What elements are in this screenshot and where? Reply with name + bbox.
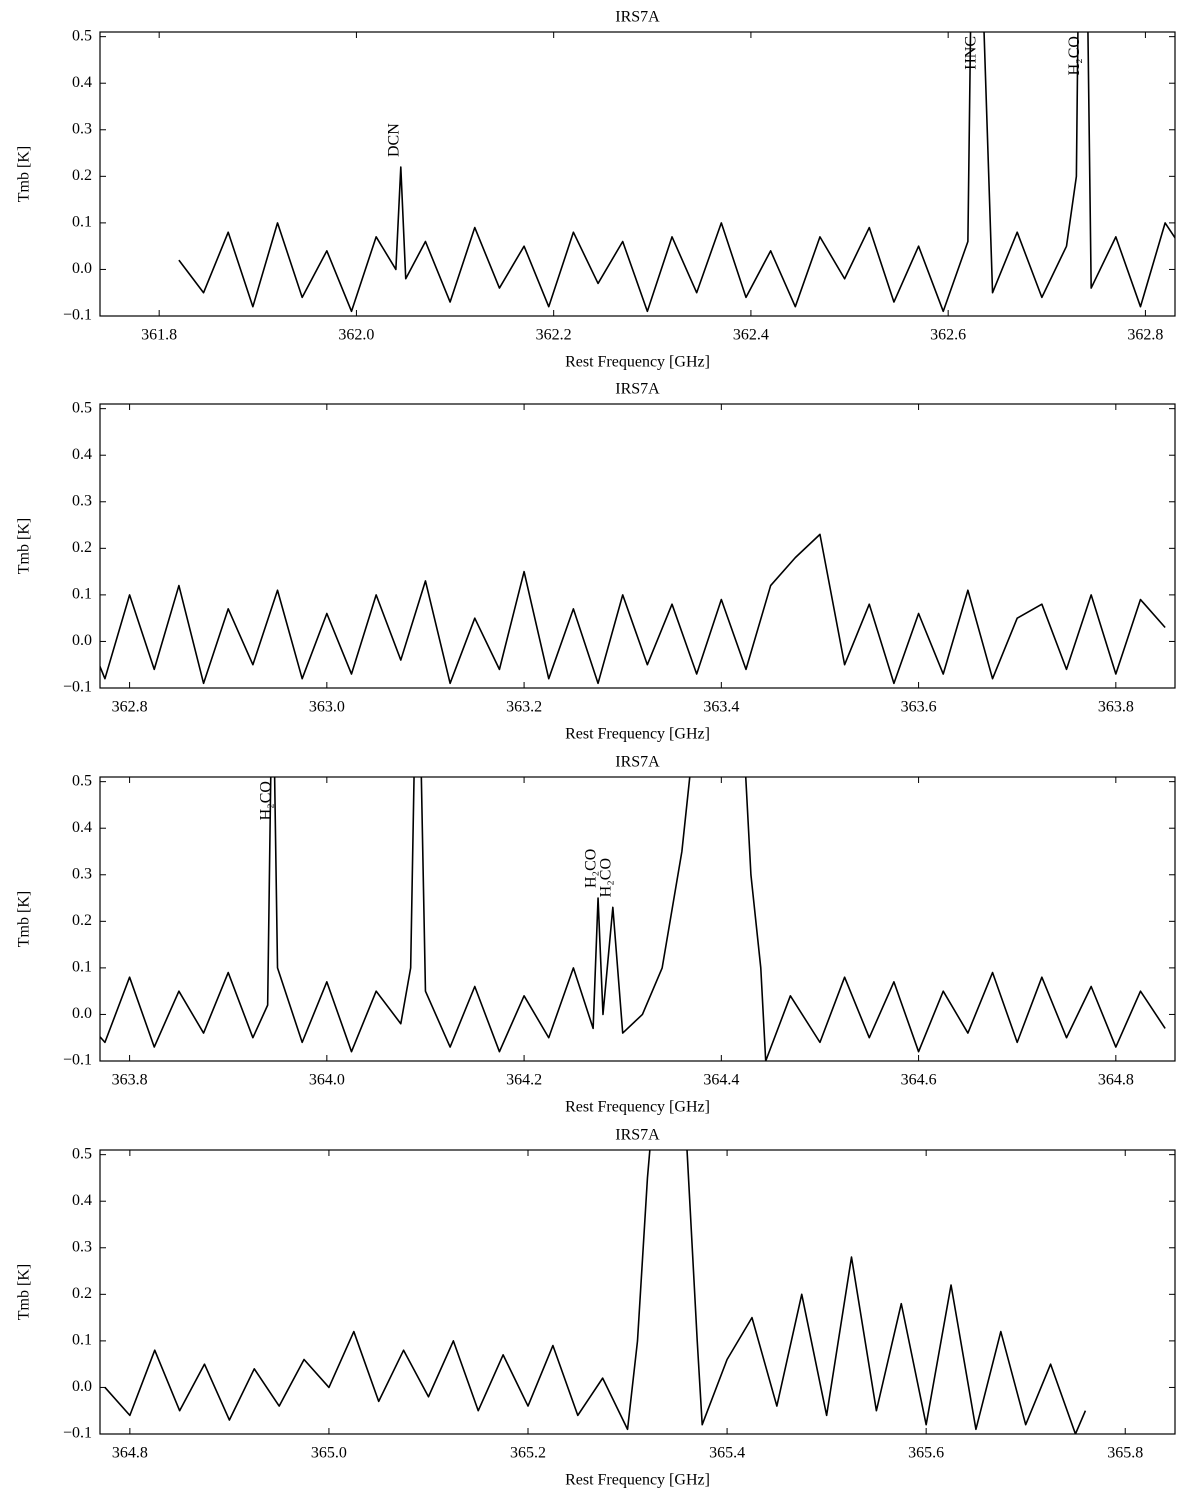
- line-annotation: DCN: [385, 123, 402, 157]
- y-tick-label: 0.4: [72, 819, 92, 836]
- spectrum-line: [104, 1150, 1087, 1434]
- x-tick-label: 362.6: [930, 327, 966, 344]
- y-tick-label: 0.4: [72, 74, 92, 91]
- x-tick-label: 363.8: [112, 1072, 148, 1089]
- y-tick-label: 0.0: [72, 260, 92, 277]
- panel-title: IRS7A: [615, 381, 660, 398]
- line-annotation: H₂CO: [257, 781, 274, 820]
- spectrum-line: [100, 533, 1166, 685]
- x-tick-label: 364.6: [901, 1072, 937, 1089]
- y-tick-label: 0.2: [72, 1285, 92, 1302]
- x-axis-label: Rest Frequency [GHz]: [565, 1099, 710, 1116]
- y-tick-label: −0.1: [63, 307, 92, 324]
- y-tick-label: 0.0: [72, 632, 92, 649]
- x-tick-label: 362.0: [338, 327, 374, 344]
- x-axis-label: Rest Frequency [GHz]: [565, 726, 710, 743]
- plot-area: [178, 32, 1175, 313]
- x-tick-label: 364.8: [112, 1445, 148, 1462]
- y-tick-label: 0.0: [72, 1005, 92, 1022]
- y-tick-label: 0.2: [72, 539, 92, 556]
- spectrum-line: [178, 32, 1175, 313]
- y-tick-label: 0.3: [72, 492, 92, 509]
- x-tick-label: 365.2: [510, 1445, 546, 1462]
- y-tick-label: −0.1: [63, 1052, 92, 1069]
- x-tick-label: 365.8: [1107, 1445, 1143, 1462]
- plot-area: [104, 1150, 1087, 1434]
- x-tick-label: 364.2: [506, 1072, 542, 1089]
- plot-area: [100, 777, 1166, 1061]
- line-annotation: H₂CO: [598, 858, 615, 897]
- panel-title: IRS7A: [615, 1127, 660, 1144]
- y-tick-label: 0.4: [72, 1192, 92, 1209]
- x-tick-label: 365.0: [311, 1445, 347, 1462]
- x-tick-label: 361.8: [141, 327, 177, 344]
- x-tick-label: 363.8: [1098, 699, 1134, 716]
- panel-title: IRS7A: [615, 754, 660, 771]
- plot-area: [100, 533, 1166, 685]
- y-tick-label: 0.1: [72, 959, 92, 976]
- y-tick-label: 0.3: [72, 1238, 92, 1255]
- x-tick-label: 362.4: [733, 327, 769, 344]
- x-tick-label: 365.6: [908, 1445, 944, 1462]
- line-annotation: HNC: [962, 36, 979, 70]
- x-tick-label: 363.4: [703, 699, 739, 716]
- x-tick-label: 364.4: [703, 1072, 739, 1089]
- x-tick-label: 365.4: [709, 1445, 745, 1462]
- line-annotation: H₂CO: [583, 849, 600, 888]
- y-tick-label: 0.5: [72, 27, 92, 44]
- x-tick-label: 363.0: [309, 699, 345, 716]
- y-tick-label: 0.3: [72, 865, 92, 882]
- y-tick-label: 0.5: [72, 1145, 92, 1162]
- x-tick-label: 364.8: [1098, 1072, 1134, 1089]
- panel-title: IRS7A: [615, 9, 660, 26]
- x-tick-label: 362.8: [112, 699, 148, 716]
- x-tick-label: 363.6: [901, 699, 937, 716]
- y-tick-label: 0.4: [72, 446, 92, 463]
- x-axis-label: Rest Frequency [GHz]: [565, 354, 710, 371]
- y-tick-label: −0.1: [63, 679, 92, 696]
- axes-frame: [99, 403, 1176, 689]
- x-tick-label: 364.0: [309, 1072, 345, 1089]
- y-tick-label: 0.0: [72, 1378, 92, 1395]
- line-annotation: H₂CO: [1066, 36, 1083, 75]
- y-axis-label: Tmb [K]: [16, 146, 33, 202]
- x-axis-label: Rest Frequency [GHz]: [565, 1472, 710, 1489]
- y-tick-label: 0.2: [72, 912, 92, 929]
- y-axis-label: Tmb [K]: [16, 1264, 33, 1320]
- x-tick-label: 363.2: [506, 699, 542, 716]
- y-tick-label: 0.3: [72, 120, 92, 137]
- y-axis-label: Tmb [K]: [16, 518, 33, 574]
- axes-frame: [99, 776, 1176, 1062]
- y-tick-label: 0.2: [72, 167, 92, 184]
- axes-frame: [99, 31, 1176, 317]
- y-tick-label: −0.1: [63, 1425, 92, 1442]
- y-tick-label: 0.1: [72, 1332, 92, 1349]
- y-tick-label: 0.1: [72, 214, 92, 231]
- y-tick-label: 0.5: [72, 772, 92, 789]
- y-tick-label: 0.5: [72, 399, 92, 416]
- spectrum-line: [100, 777, 1166, 1061]
- x-tick-label: 362.8: [1127, 327, 1163, 344]
- axes-frame: [99, 1149, 1176, 1435]
- y-tick-label: 0.1: [72, 586, 92, 603]
- x-tick-label: 362.2: [536, 327, 572, 344]
- y-axis-label: Tmb [K]: [16, 891, 33, 947]
